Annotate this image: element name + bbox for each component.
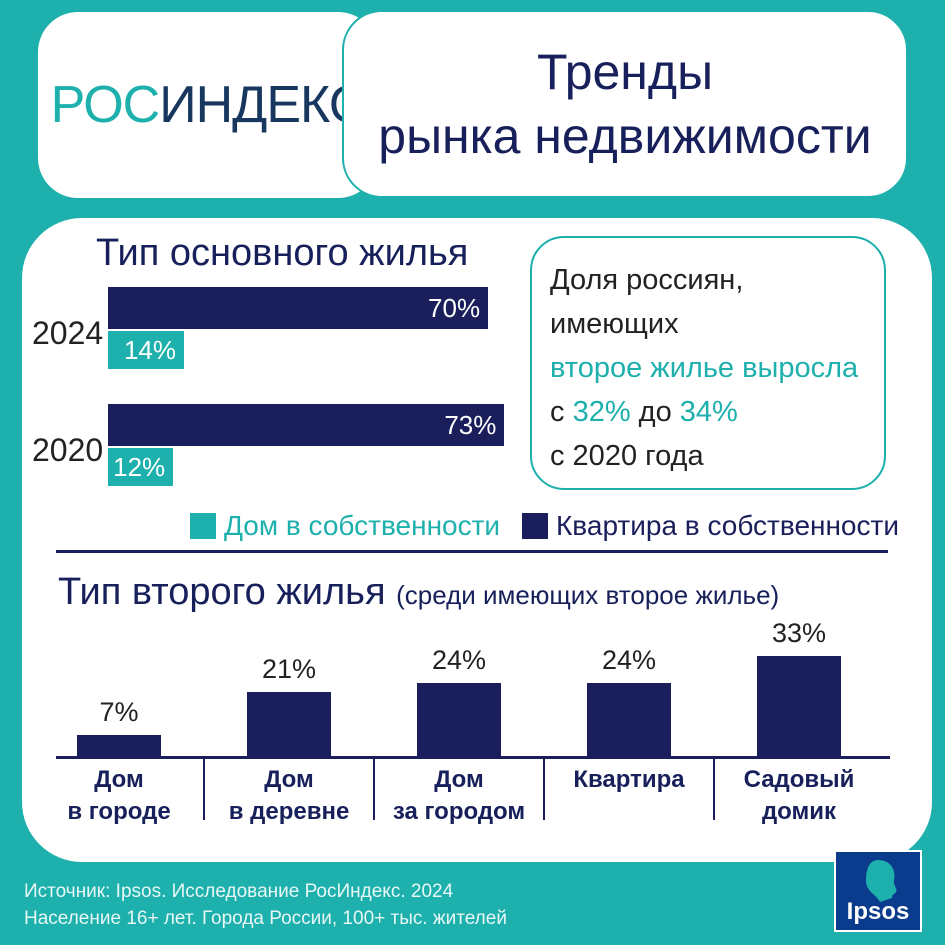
legend-swatch-teal [190,513,216,539]
callout-line5: с 2020 года [550,440,704,472]
column-bar-3 [417,683,501,756]
category-label-3-line-1: Дом [434,766,484,793]
category-label-4: Квартира [544,764,714,796]
second-housing-subtitle: (среди имеющих второе жилье) [396,580,780,610]
bar-house-2020: 12% [108,448,174,486]
column-value-4: 24% [601,645,657,676]
column-bar-5 [757,656,841,756]
legend-label-house: Дом в собственности [224,510,501,541]
logo-part-ros: РОС [50,76,161,134]
column-separator-4 [713,756,715,820]
callout-line3: второе жилье выросла [550,352,859,384]
category-label-2: Дом в деревне [204,764,374,828]
category-label-5: Садовый домик [714,764,884,828]
category-label-3: Дом за городом [374,764,544,828]
second-housing-title: Тип второго жилья (среди имеющих второе … [58,571,779,614]
ipsos-logo: Ipsos [834,850,922,932]
primary-housing-title: Тип основного жилья [96,232,469,274]
page-title-line1: Тренды [536,44,714,100]
category-label-5-line-1: Садовый [743,766,855,793]
column-value-2: 21% [261,654,317,685]
year-label-2024: 2024 [32,315,104,351]
category-label-2-line-2: в деревне [228,798,350,825]
legend-item-house: Дом в собственности [190,510,500,542]
callout-line4-mid: до [630,396,680,428]
page-title-line2: рынка недвижимости [378,108,872,164]
category-label-1-line-2: в городе [67,798,171,825]
bar-house-2024: 14% [108,331,185,369]
callout-from-value: 32% [572,396,631,428]
title-card: Тренды рынка недвижимости [342,10,908,198]
legend-swatch-navy [522,513,548,539]
source-note: Источник: Ipsos. Исследование РосИндекс.… [24,878,507,932]
legend-item-apartment: Квартира в собственности [522,510,899,542]
column-bar-1 [77,734,161,756]
callout-line2: имеющих [550,308,679,340]
second-home-callout: Доля россиян, имеющих второе жилье вырос… [530,236,886,490]
callout-line4: с 32% до 34% [550,390,866,434]
bar-apartment-2020: 73% [108,404,505,446]
column-value-5: 33% [771,618,827,648]
legend-label-apartment: Квартира в собственности [556,510,899,541]
category-label-1: Дом в городе [34,764,204,828]
column-value-3: 24% [431,645,487,676]
callout-to-value: 34% [679,396,738,428]
source-line2: Население 16+ лет. Города России, 100+ т… [24,908,507,929]
column-separator-3 [543,756,545,820]
section-divider [56,550,888,553]
column-separator-1 [203,756,205,820]
callout-line4-prefix: с [550,396,573,428]
callout-line1: Доля россиян, [550,264,744,296]
column-separator-2 [373,756,375,820]
column-bar-4 [587,683,671,756]
category-label-3-line-2: за городом [392,798,526,825]
ipsos-wordmark: Ipsos [846,898,910,925]
column-bar-2 [247,692,331,756]
category-label-4-line-1: Квартира [573,766,685,793]
ipsos-head-icon [866,860,897,902]
category-label-2-line-1: Дом [264,766,314,793]
x-axis-line [56,756,890,759]
year-label-2020: 2020 [32,432,104,468]
rosindex-logo: РОС ИНДЕКС [38,12,378,198]
category-label-1-line-1: Дом [94,766,144,793]
source-line1: Источник: Ipsos. Исследование РосИндекс.… [24,881,454,902]
column-value-1: 7% [99,696,139,727]
category-label-5-line-2: домик [761,798,837,825]
second-housing-title-text: Тип второго жилья [58,571,386,613]
bar-apartment-2024: 70% [108,287,489,329]
logo-part-index: ИНДЕКС [159,76,366,134]
